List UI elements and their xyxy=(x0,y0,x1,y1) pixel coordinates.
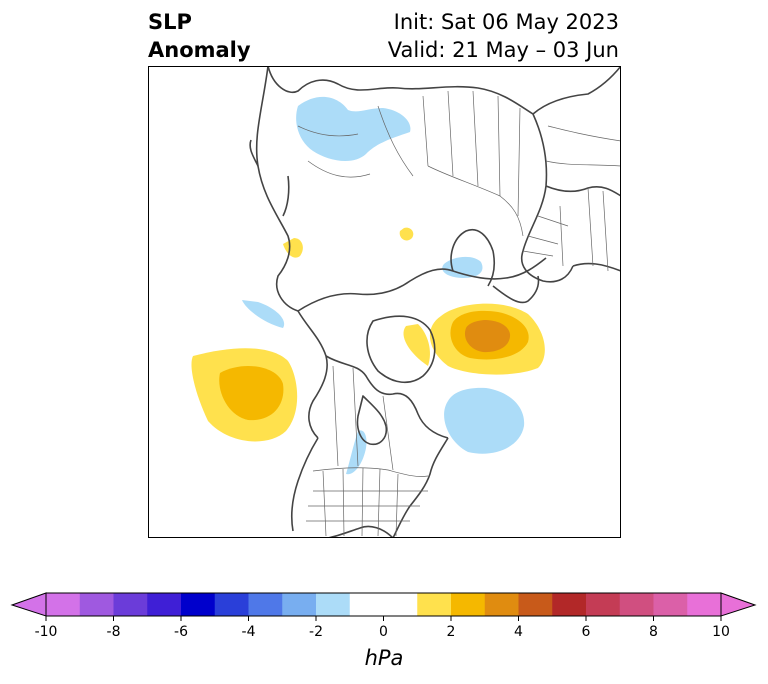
colorbar-segment xyxy=(653,593,688,616)
colorbar-segment xyxy=(46,593,81,616)
colorbar-segment xyxy=(586,593,621,616)
slp-anomaly-map xyxy=(148,66,621,538)
colorbar-segment xyxy=(113,593,148,616)
colorbar-segment xyxy=(484,593,519,616)
bering-negative-anomaly xyxy=(242,300,285,328)
init-date: Init: Sat 06 May 2023 xyxy=(393,10,619,34)
colorbar-segment xyxy=(619,593,654,616)
colorbar-segment xyxy=(181,593,216,616)
colorbar-tick-labels: -10 -8 -6 -4 -2 0 2 4 6 8 10 xyxy=(0,624,768,644)
colorbar-segment xyxy=(316,593,351,616)
arabia-positive-anomaly xyxy=(399,227,414,241)
valid-range: Valid: 21 May – 03 Jun xyxy=(387,38,619,62)
anomaly-shading xyxy=(191,96,545,475)
colorbar-tick-label: -4 xyxy=(241,624,256,640)
colorbar-tickmarks xyxy=(45,616,722,621)
colorbar-segments xyxy=(46,593,722,616)
colorbar-tick-label: 0 xyxy=(379,624,388,640)
title-variable: SLP xyxy=(148,10,192,34)
colorbar-tick-label: 6 xyxy=(581,624,591,640)
colorbar-segment xyxy=(451,593,486,616)
plot-title-right: Init: Sat 06 May 2023 Valid: 21 May – 03… xyxy=(388,8,619,64)
colorbar-segment xyxy=(248,593,283,616)
colorbar-tick-label: -10 xyxy=(34,624,58,640)
colorbar-segment xyxy=(417,593,452,616)
map-frame xyxy=(148,66,621,538)
central-us-negative-anomaly xyxy=(346,430,367,475)
colorbar-tick-label: -2 xyxy=(309,624,323,640)
barents-negative-anomaly xyxy=(442,256,483,278)
colorbar-tick-label: 8 xyxy=(649,624,658,640)
colorbar-tick-label: 4 xyxy=(514,624,523,640)
siberia-negative-anomaly xyxy=(296,96,411,162)
colorbar-segment xyxy=(687,593,722,616)
colorbar-segment xyxy=(552,593,587,616)
colorbar xyxy=(10,592,757,621)
colorbar-extend-over xyxy=(720,592,757,617)
plot-title-left: SLP Anomaly xyxy=(148,8,251,64)
atlantic-negative-anomaly xyxy=(444,387,525,454)
colorbar-tick-label: 10 xyxy=(712,624,730,640)
colorbar-label: hPa xyxy=(364,646,404,670)
colorbar-segment xyxy=(349,593,384,616)
pacific-positive-anomaly-inner xyxy=(219,366,284,421)
colorbar-segment xyxy=(147,593,182,616)
political-borders xyxy=(297,90,621,537)
colorbar-segment xyxy=(282,593,317,616)
coastlines xyxy=(249,66,621,538)
map-background xyxy=(148,66,621,538)
kazakh-positive-anomaly xyxy=(283,238,303,258)
colorbar-extend-under xyxy=(10,592,47,617)
colorbar-tick-label: -6 xyxy=(174,624,188,640)
newfoundland-positive-sliver xyxy=(403,324,430,366)
atlantic-positive-anomaly-core xyxy=(464,320,511,353)
colorbar-segment xyxy=(383,593,418,616)
colorbar-segment xyxy=(214,593,249,616)
colorbar-tick-label: 2 xyxy=(446,624,456,640)
colorbar-tick-label: -8 xyxy=(106,624,121,640)
title-type: Anomaly xyxy=(148,38,251,62)
colorbar-segment xyxy=(79,593,114,616)
colorbar-segment xyxy=(518,593,553,616)
